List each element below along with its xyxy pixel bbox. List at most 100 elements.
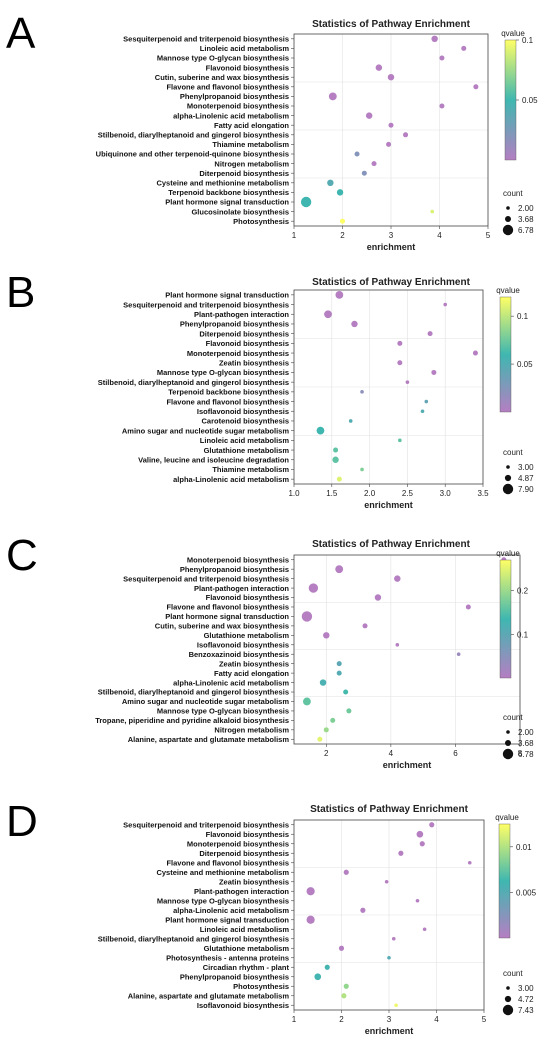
category-label: Benzoxazinoid biosynthesis [189,650,289,659]
category-label: Linoleic acid metabolism [200,436,290,445]
data-point [465,604,471,610]
chart-panel-a: A Statistics of Pathway Enrichment Sesquit… [6,9,538,252]
data-point [300,196,312,208]
category-label: Isoflavonoid biosynthesis [197,640,289,649]
category-label: Valine, leucine and isoleucine degradati… [138,455,289,464]
category-label: Monoterpenoid biosynthesis [187,555,289,564]
category-label: Stilbenoid, diarylheptanoid and gingerol… [98,378,289,387]
data-point [375,64,383,71]
data-point [336,661,342,667]
data-point [461,45,467,51]
category-label: Terpenoid backbone biosynthesis [168,188,289,197]
category-label: Mannose type O-glycan biosynthesis [157,896,289,905]
count-legend-title: count [503,969,523,978]
data-point [343,869,349,875]
category-label: Sesquiterpenoid and triterpenoid biosynt… [123,35,289,44]
category-label: Monoterpenoid biosynthesis [187,349,289,358]
data-point [354,151,360,157]
qvalue-tick-label: 0.01 [516,843,532,852]
category-label: Cysteine and methionine metabolism [156,179,289,188]
category-label: Stilbenoid, diarylheptanoid and gingerol… [98,934,289,943]
category-label: Flavone and flavonol biosynthesis [166,603,289,612]
category-label: Fatty acid elongation [214,669,289,678]
category-label: Diterpenoid biosynthesis [199,169,289,178]
count-legend-dot [504,995,512,1003]
count-legend-dot [506,206,510,210]
x-tick-label: 8 [518,749,523,758]
data-point [429,822,435,828]
chart-title: Statistics of Pathway Enrichment [312,277,470,288]
category-label: Phenylpropanoid biosynthesis [180,565,289,574]
data-point [397,340,403,346]
category-label: alpha-Linolenic acid metabolism [173,678,289,687]
data-point [431,369,437,375]
qvalue-legend-title: qvalue [496,286,520,295]
data-point [416,830,424,838]
category-label: Flavone and flavonol biosynthesis [166,397,289,406]
chart-title: Statistics of Pathway Enrichment [312,539,470,550]
data-point [336,189,344,196]
category-label: Plant-pathogen interaction [194,584,289,593]
category-label: Ubiquinone and other terpenoid-quinone b… [96,150,289,159]
x-axis-label: enrichment [364,500,413,510]
data-point [324,964,330,970]
data-point [395,642,400,647]
data-point [388,122,394,128]
count-legend-dot [505,216,511,222]
data-point [360,467,364,472]
category-label: Photosynthesis - antenna proteins [166,953,289,962]
data-point [374,594,382,601]
data-point [316,426,325,435]
chart-panel-c: C Statistics of Pathway Enrichment Monoter… [6,531,534,770]
data-point [332,456,339,463]
category-label: Cysteine and methionine metabolism [156,868,289,877]
data-point [323,632,330,639]
count-legend-label: 3.68 [518,215,534,224]
data-point [365,112,373,119]
data-point [419,841,425,847]
qvalue-colorbar [498,823,511,939]
count-legend-label: 6.78 [518,226,534,235]
data-point [394,575,401,582]
count-legend-title: count [503,713,523,722]
data-point [341,993,347,999]
x-axis-label: enrichment [383,760,432,770]
data-point [391,936,396,941]
category-label: Glutathione metabolism [204,446,290,455]
category-label: Terpenoid backbone biosynthesis [168,388,289,397]
count-legend-dot [502,748,514,760]
category-label: Glutathione metabolism [204,631,290,640]
data-point [467,860,472,865]
data-point [456,652,461,657]
category-label: Tropane, piperidine and pyridine alkaloi… [95,716,289,725]
data-point [317,736,323,742]
category-label: Amino sugar and nucleotide sugar metabol… [122,697,289,706]
data-point [314,973,322,981]
panel-label: D [6,797,38,846]
category-label: Alanine, aspartate and glutamate metabol… [128,735,290,744]
count-legend-label: 2.00 [518,204,534,213]
data-point [335,565,344,574]
data-point [443,302,448,307]
category-label: Phenylpropanoid biosynthesis [180,320,289,329]
category-label: Amino sugar and nucleotide sugar metabol… [122,426,289,435]
category-label: Flavonoid biosynthesis [206,593,289,602]
category-label: Flavonoid biosynthesis [206,63,289,72]
category-label: Carotenoid biosynthesis [201,417,289,426]
category-label: Isoflavonoid biosynthesis [197,407,289,416]
panel-label: C [6,531,38,580]
panel-label: A [6,9,36,58]
chart-panel-b: B Statistics of Pathway Enrichment Plant h… [6,268,534,510]
data-point [327,179,334,187]
category-label: Plant hormone signal transduction [165,915,289,924]
count-legend-dot [505,740,511,746]
category-label: Zeatin biosynthesis [219,659,289,668]
category-label: Flavone and flavonol biosynthesis [166,83,289,92]
qvalue-tick-label: 0.2 [517,587,529,596]
x-tick-label: 4 [437,231,442,240]
x-tick-label: 4 [389,749,394,758]
data-point [387,73,395,81]
panel-label: B [6,268,35,317]
x-tick-label: 1 [292,1015,297,1024]
